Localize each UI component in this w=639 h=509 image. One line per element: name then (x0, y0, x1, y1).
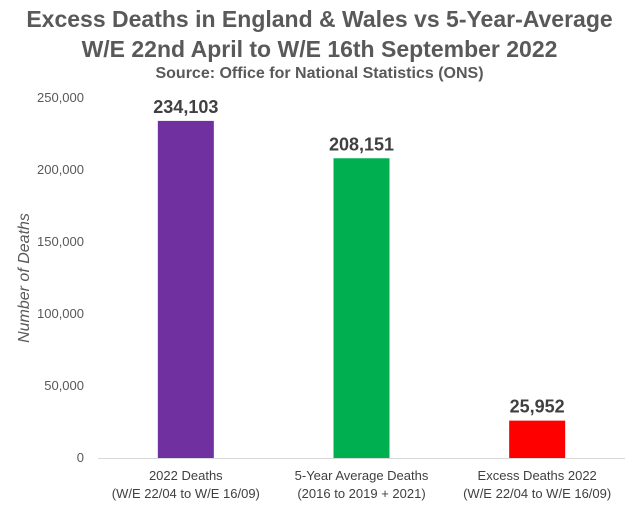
y-tick-label: 50,000 (44, 378, 84, 393)
chart-subtitle: Source: Office for National Statistics (… (155, 65, 484, 82)
data-label: 234,103 (153, 97, 218, 117)
bar (509, 420, 566, 458)
chart-title-line2: W/E 22nd April to W/E 16th September 202… (81, 36, 558, 62)
y-tick-label: 200,000 (37, 162, 84, 177)
x-tick-label: (W/E 22/04 to W/E 16/09) (112, 486, 260, 501)
x-tick-label: (2016 to 2019 + 2021) (297, 486, 425, 501)
y-tick-label: 0 (77, 450, 84, 465)
x-tick-label: 5-Year Average Deaths (295, 468, 429, 483)
bar (333, 158, 390, 458)
y-axis-label: Number of Deaths (16, 213, 33, 343)
bar (157, 120, 214, 459)
chart-title: Excess Deaths in England & Wales vs 5-Ye… (26, 6, 613, 32)
x-tick-label: (W/E 22/04 to W/E 16/09) (463, 486, 611, 501)
x-tick-label: 2022 Deaths (149, 468, 223, 483)
y-tick-label: 250,000 (37, 90, 84, 105)
y-tick-label: 150,000 (37, 234, 84, 249)
x-tick-label: Excess Deaths 2022 (478, 468, 597, 483)
data-label: 208,151 (329, 134, 394, 154)
y-tick-label: 100,000 (37, 306, 84, 321)
data-label: 25,952 (510, 397, 565, 417)
